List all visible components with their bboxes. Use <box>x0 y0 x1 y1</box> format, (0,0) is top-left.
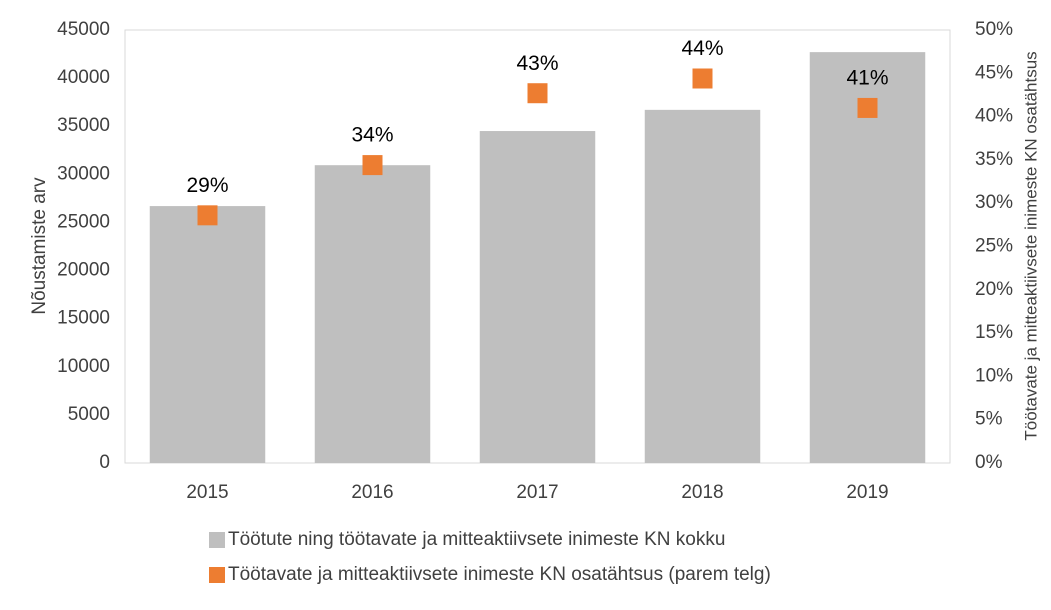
legend-label: Töötute ning töötavate ja mitteaktiivset… <box>228 529 725 550</box>
y2-tick-label: 0% <box>975 452 1003 473</box>
marker <box>362 155 383 176</box>
legend-swatch <box>209 532 225 548</box>
y-tick-label: 20000 <box>57 260 110 281</box>
marker <box>197 205 218 226</box>
legend-label: Töötavate ja mitteaktiivsete inimeste KN… <box>228 564 771 585</box>
y2-tick-label: 50% <box>975 19 1013 40</box>
y-tick-label: 0 <box>99 452 110 473</box>
marker <box>857 97 878 118</box>
y-tick-label: 10000 <box>57 356 110 377</box>
data-label: 29% <box>186 174 228 197</box>
data-label: 34% <box>351 124 393 147</box>
x-tick-label: 2019 <box>846 482 888 503</box>
y-tick-label: 45000 <box>57 19 110 40</box>
x-tick-label: 2016 <box>351 482 393 503</box>
y-tick-label: 25000 <box>57 211 110 232</box>
y2-axis-label: Töötavate ja mitteaktiivsete inimeste KN… <box>1021 51 1040 440</box>
y2-tick-label: 35% <box>975 149 1013 170</box>
y2-tick-label: 45% <box>975 62 1013 83</box>
y2-tick-label: 5% <box>975 409 1003 430</box>
y-axis-label: Nõustamiste arv <box>29 177 50 315</box>
x-tick-label: 2018 <box>681 482 723 503</box>
marker <box>692 68 713 89</box>
y2-tick-label: 15% <box>975 322 1013 343</box>
x-tick-label: 2015 <box>186 482 228 503</box>
y-tick-label: 40000 <box>57 67 110 88</box>
marker <box>527 83 548 104</box>
y2-tick-label: 30% <box>975 192 1013 213</box>
y2-tick-label: 10% <box>975 365 1013 386</box>
bar <box>149 206 266 463</box>
y-tick-label: 15000 <box>57 308 110 329</box>
bar <box>479 131 596 464</box>
y2-tick-label: 40% <box>975 106 1013 127</box>
y-tick-label: 30000 <box>57 163 110 184</box>
y-tick-label: 5000 <box>68 404 110 425</box>
data-label: 44% <box>681 37 723 60</box>
data-label: 41% <box>846 66 888 89</box>
y2-tick-label: 20% <box>975 279 1013 300</box>
bar <box>314 165 431 464</box>
data-label: 43% <box>516 52 558 75</box>
x-tick-label: 2017 <box>516 482 558 503</box>
legend-swatch <box>209 567 225 583</box>
y-tick-label: 35000 <box>57 115 110 136</box>
bar <box>809 52 926 464</box>
y2-tick-label: 25% <box>975 236 1013 257</box>
bar <box>644 109 761 463</box>
